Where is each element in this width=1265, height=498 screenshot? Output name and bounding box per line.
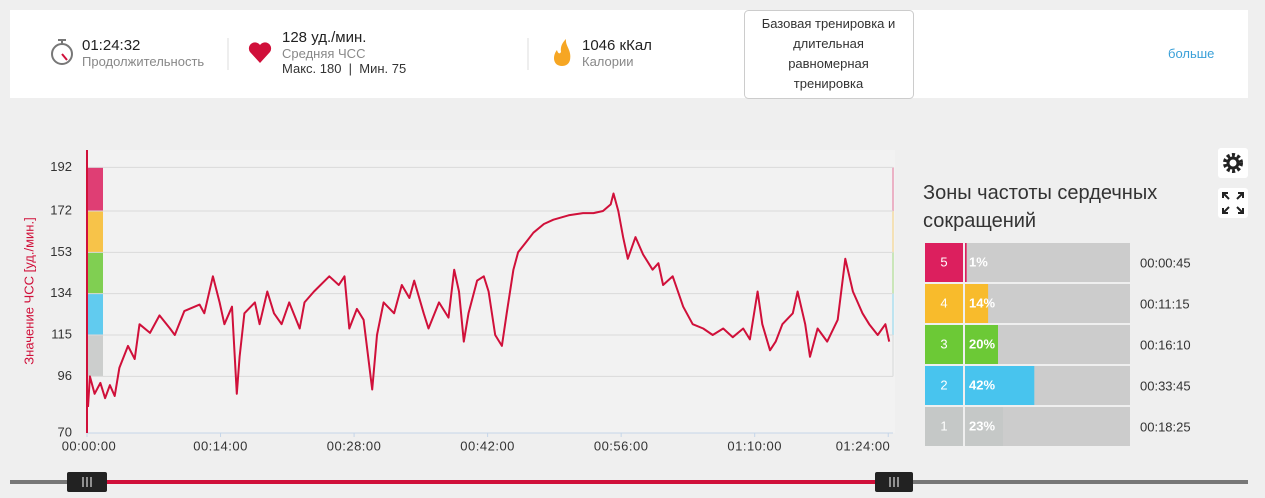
duration-label: Продолжительность (82, 54, 205, 69)
hr-range: Макс. 180 | Мин. 75 (282, 61, 407, 76)
zone-time: 00:16:10 (1140, 337, 1191, 352)
zone-bar (965, 366, 1035, 405)
zone-number-cell (925, 407, 963, 446)
calories-value: 1046 кКал (582, 37, 652, 54)
zone-bar (965, 407, 1003, 446)
training-type-box[interactable] (744, 10, 914, 99)
header-panel (10, 10, 1248, 98)
x-tick-label: 00:00:00 (62, 438, 117, 453)
calories-label: Калории (582, 54, 634, 69)
zone-percent: 20% (969, 336, 995, 351)
zone-number-cell (925, 366, 963, 405)
zone-bar (965, 284, 989, 323)
more-link[interactable]: больше (1168, 46, 1215, 61)
settings-button[interactable] (1218, 148, 1248, 178)
stopwatch-icon (51, 39, 73, 65)
zone-number-cell (925, 284, 963, 323)
zone-time: 00:11:15 (1140, 296, 1190, 311)
zone-band (87, 293, 103, 336)
expand-icon (1222, 192, 1244, 214)
zone-percent: 1% (969, 254, 988, 269)
zones-title: Зоны частоты сердечных сокращений (923, 182, 1158, 232)
zone-number-cell (925, 243, 963, 282)
y-tick-label: 115 (51, 326, 72, 341)
y-axis-label: Значение ЧСС [уд./мин.] (21, 217, 36, 364)
zone-bar (965, 243, 967, 282)
zone-number: 5 (940, 254, 947, 269)
y-tick-label: 96 (58, 368, 72, 383)
y-tick-label: 70 (58, 424, 72, 439)
hr-value: 128 уд./мин. (282, 29, 367, 46)
zone-band (87, 335, 103, 377)
range-handle-left[interactable] (67, 472, 107, 492)
zone-number: 4 (940, 295, 947, 310)
hr-label: Средняя ЧСС (282, 46, 366, 61)
zone-number: 3 (940, 336, 947, 351)
zone-number: 1 (940, 418, 947, 433)
zone-percent: 42% (969, 377, 995, 392)
training-type[interactable]: Базовая тренировка и длительная равномер… (761, 16, 896, 91)
x-tick-label: 00:56:00 (594, 438, 649, 453)
flame-icon (554, 39, 571, 66)
duration-value: 01:24:32 (82, 37, 141, 54)
zone-bar-bg (965, 284, 1130, 323)
zone-bar-bg (965, 243, 1130, 282)
zone-percent: 23% (969, 418, 995, 433)
zone-time: 00:33:45 (1140, 378, 1191, 393)
y-tick-label: 192 (50, 159, 72, 174)
zone-number-cell (925, 325, 963, 364)
y-tick-label: 153 (50, 244, 72, 259)
x-tick-label: 01:10:00 (727, 438, 782, 453)
plot-area (87, 150, 895, 433)
zone-band (87, 167, 103, 211)
zone-percent: 14% (969, 295, 995, 310)
heart-icon (248, 42, 272, 63)
range-handle-right[interactable] (875, 472, 913, 492)
zone-time: 00:18:25 (1140, 419, 1191, 434)
gear-icon (1223, 153, 1243, 173)
zone-band (87, 210, 103, 253)
x-tick-label: 00:28:00 (327, 438, 382, 453)
zone-time: 00:00:45 (1140, 255, 1191, 270)
zone-bar (965, 325, 998, 364)
zone-number: 2 (940, 377, 947, 392)
x-tick-label: 01:24:00 (836, 438, 891, 453)
x-tick-label: 00:14:00 (193, 438, 248, 453)
zone-band (87, 252, 103, 294)
y-tick-label: 172 (50, 202, 72, 217)
x-tick-label: 00:42:00 (460, 438, 515, 453)
hr-line (87, 192, 891, 407)
y-tick-label: 134 (50, 285, 72, 300)
